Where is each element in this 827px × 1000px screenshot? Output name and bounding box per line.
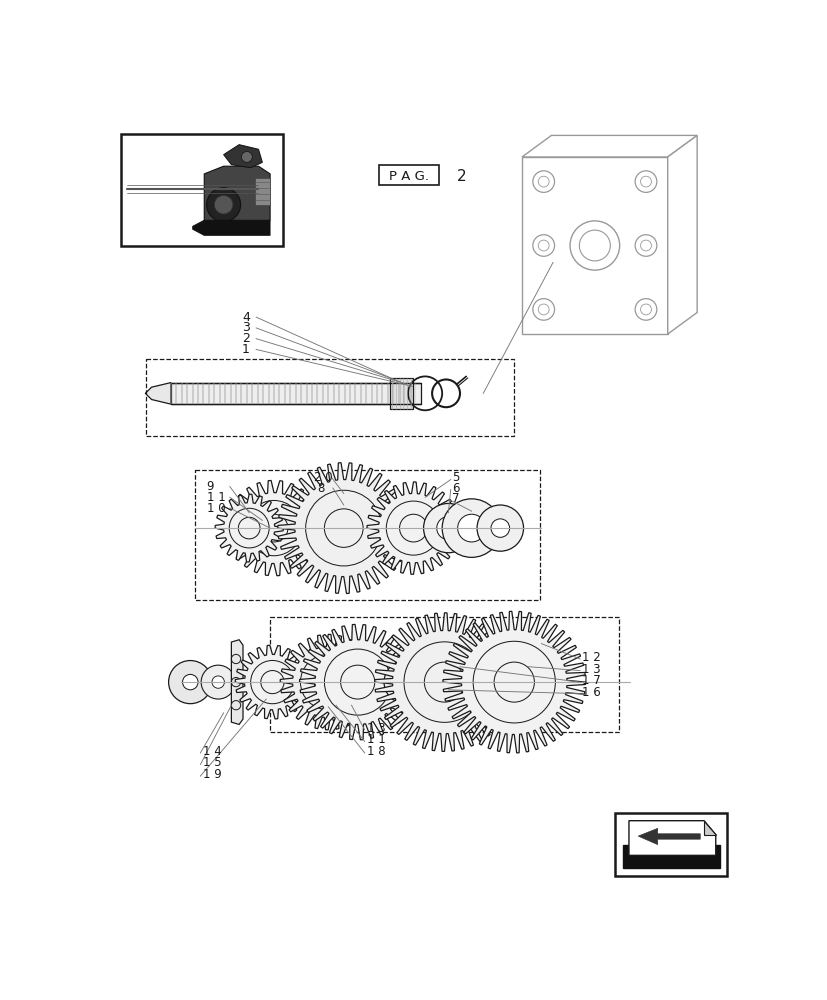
Text: 1 0: 1 0 xyxy=(206,502,225,515)
Circle shape xyxy=(214,195,232,214)
Polygon shape xyxy=(223,145,262,168)
Circle shape xyxy=(241,152,252,162)
Text: 1: 1 xyxy=(241,343,250,356)
Text: 2 0: 2 0 xyxy=(314,471,332,484)
Circle shape xyxy=(305,490,381,566)
Text: 1 4: 1 4 xyxy=(203,745,221,758)
Text: 5: 5 xyxy=(452,471,459,484)
Polygon shape xyxy=(255,178,270,205)
Circle shape xyxy=(261,671,284,694)
Circle shape xyxy=(238,517,260,539)
Bar xyxy=(121,134,283,246)
Text: 1 2: 1 2 xyxy=(581,651,600,664)
Polygon shape xyxy=(638,828,700,845)
Polygon shape xyxy=(521,135,696,157)
Polygon shape xyxy=(204,166,270,228)
Text: 1 1: 1 1 xyxy=(206,491,225,504)
Bar xyxy=(378,165,438,185)
Circle shape xyxy=(251,660,294,704)
Polygon shape xyxy=(193,220,270,235)
Text: 9: 9 xyxy=(206,480,214,493)
Circle shape xyxy=(424,662,464,702)
Polygon shape xyxy=(235,645,309,719)
Circle shape xyxy=(206,188,241,222)
Text: 1 9: 1 9 xyxy=(203,768,221,781)
Bar xyxy=(270,617,618,732)
Circle shape xyxy=(404,642,485,722)
Bar xyxy=(170,383,421,404)
Circle shape xyxy=(472,641,555,723)
Text: 1 1: 1 1 xyxy=(366,733,385,746)
Text: 2: 2 xyxy=(457,169,466,184)
Circle shape xyxy=(300,654,356,710)
Polygon shape xyxy=(442,611,585,753)
Text: P A G.: P A G. xyxy=(389,170,428,183)
Bar xyxy=(194,470,539,600)
Circle shape xyxy=(201,665,235,699)
Circle shape xyxy=(490,519,509,537)
Text: 4: 4 xyxy=(241,311,250,324)
Bar xyxy=(146,359,514,436)
Polygon shape xyxy=(226,480,322,576)
Circle shape xyxy=(212,676,224,688)
Circle shape xyxy=(442,499,500,557)
Circle shape xyxy=(314,668,342,696)
Circle shape xyxy=(436,517,460,540)
Text: 1 6: 1 6 xyxy=(581,686,600,699)
Bar xyxy=(614,813,726,876)
Bar xyxy=(622,845,719,868)
Polygon shape xyxy=(299,624,415,740)
Text: 1 3: 1 3 xyxy=(581,663,600,676)
Circle shape xyxy=(494,662,533,702)
Bar xyxy=(521,157,667,334)
Circle shape xyxy=(476,505,523,551)
Text: 1 5: 1 5 xyxy=(203,756,221,769)
Polygon shape xyxy=(231,640,242,724)
Polygon shape xyxy=(375,613,514,751)
Circle shape xyxy=(324,509,363,547)
Circle shape xyxy=(457,514,485,542)
Circle shape xyxy=(229,508,269,548)
Polygon shape xyxy=(703,821,715,835)
Circle shape xyxy=(399,514,427,542)
Text: 1 7: 1 7 xyxy=(581,674,600,687)
Polygon shape xyxy=(146,383,170,404)
Circle shape xyxy=(169,661,212,704)
Text: 1 8: 1 8 xyxy=(366,745,385,758)
Text: 2: 2 xyxy=(241,332,250,345)
Circle shape xyxy=(182,674,198,690)
Polygon shape xyxy=(366,482,460,574)
Circle shape xyxy=(396,673,414,691)
Text: 8: 8 xyxy=(317,482,324,495)
Polygon shape xyxy=(667,135,696,334)
Polygon shape xyxy=(629,821,715,855)
Circle shape xyxy=(384,661,427,704)
Text: 3: 3 xyxy=(241,321,250,334)
Text: 1 3: 1 3 xyxy=(366,722,385,735)
Circle shape xyxy=(386,501,440,555)
Circle shape xyxy=(246,500,302,556)
Circle shape xyxy=(340,665,375,699)
Text: 7: 7 xyxy=(452,492,459,505)
Polygon shape xyxy=(278,463,409,593)
Bar xyxy=(390,378,413,409)
Circle shape xyxy=(324,649,390,715)
Polygon shape xyxy=(215,494,283,562)
Text: 6: 6 xyxy=(452,482,459,495)
Circle shape xyxy=(260,514,288,542)
Polygon shape xyxy=(280,634,375,730)
Circle shape xyxy=(423,503,472,553)
